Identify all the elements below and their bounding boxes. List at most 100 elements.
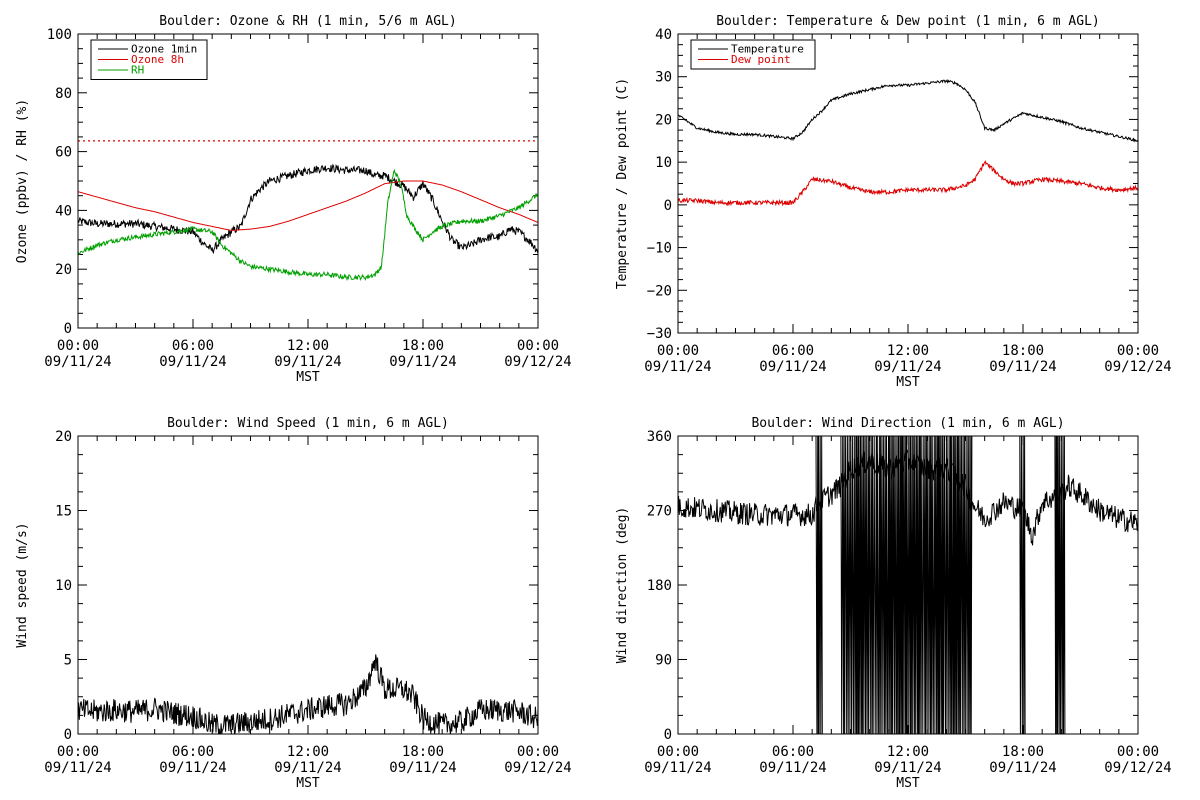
x-tick-date-label: 09/11/24 xyxy=(989,760,1056,776)
x-tick-date-label: 09/12/24 xyxy=(504,760,571,776)
y-tick-label: 0 xyxy=(664,727,672,743)
plot-frame xyxy=(77,435,539,735)
x-tick-time-label: 06:00 xyxy=(772,744,814,760)
x-tick-time-label: 18:00 xyxy=(402,744,444,760)
plot-frame xyxy=(677,33,1139,334)
y-tick-label: 20 xyxy=(655,112,672,128)
y-tick-label: −10 xyxy=(647,241,672,257)
x-axis-label: MST xyxy=(296,370,320,385)
y-tick-label: 60 xyxy=(55,145,72,161)
x-tick-time-label: 00:00 xyxy=(517,744,559,760)
y-tick-label: 360 xyxy=(647,429,672,445)
x-tick-time-label: 00:00 xyxy=(657,343,699,359)
x-tick-time-label: 00:00 xyxy=(657,744,699,760)
series-line-rh xyxy=(78,168,538,282)
x-tick-time-label: 00:00 xyxy=(57,338,99,354)
y-tick-label: 180 xyxy=(647,578,672,594)
x-tick-time-label: 00:00 xyxy=(57,744,99,760)
x-tick-date-label: 09/11/24 xyxy=(874,359,941,375)
y-tick-label: 0 xyxy=(64,321,72,337)
plot-frame xyxy=(77,33,539,329)
y-tick-label: 5 xyxy=(64,653,72,669)
wind-direction-wrap-segment xyxy=(1019,436,1026,734)
y-tick-label: −30 xyxy=(647,326,672,342)
y-tick-label: 20 xyxy=(55,429,72,445)
y-axis-label: Ozone (ppbv) / RH (%) xyxy=(15,99,30,263)
wind-direction-wrap-segment xyxy=(815,436,823,734)
chart-panel-3: Boulder: Wind Speed (1 min, 6 m AGL) Wind… xyxy=(15,416,572,791)
x-axis-label: MST xyxy=(296,776,320,791)
x-tick-time-label: 18:00 xyxy=(1002,744,1044,760)
x-tick-date-label: 09/11/24 xyxy=(644,359,711,375)
y-axis-label: Wind speed (m/s) xyxy=(15,522,30,647)
x-axis-label: MST xyxy=(896,776,920,791)
x-tick-time-label: 06:00 xyxy=(172,744,214,760)
legend-label: RH xyxy=(131,64,144,77)
y-tick-label: 20 xyxy=(55,262,72,278)
legend-box xyxy=(690,39,816,70)
x-axis-label: MST xyxy=(896,375,920,390)
x-tick-date-label: 09/11/24 xyxy=(274,760,341,776)
series-line-dew-point xyxy=(678,160,1138,207)
y-tick-label: 10 xyxy=(55,578,72,594)
x-tick-date-label: 09/11/24 xyxy=(759,760,826,776)
y-tick-label: 0 xyxy=(64,727,72,743)
x-tick-time-label: 18:00 xyxy=(1002,343,1044,359)
legend-label: Ozone 8h xyxy=(131,53,184,66)
chart-title: Boulder: Wind Speed (1 min, 6 m AGL) xyxy=(167,416,449,431)
x-tick-time-label: 12:00 xyxy=(887,744,929,760)
series-line-temperature xyxy=(678,78,1138,143)
chart-title: Boulder: Wind Direction (1 min, 6 m AGL) xyxy=(751,416,1064,431)
plot-frame xyxy=(677,435,1139,735)
legend-label: Ozone 1min xyxy=(131,43,197,56)
x-tick-date-label: 09/11/24 xyxy=(759,359,826,375)
y-axis-label: Wind direction (deg) xyxy=(615,507,630,664)
y-tick-label: 30 xyxy=(655,70,672,86)
x-tick-date-label: 09/11/24 xyxy=(989,359,1056,375)
series-line-ozone-1min xyxy=(78,163,538,255)
x-tick-date-label: 09/11/24 xyxy=(159,760,226,776)
x-tick-date-label: 09/11/24 xyxy=(644,760,711,776)
x-tick-date-label: 09/11/24 xyxy=(274,354,341,370)
x-tick-time-label: 12:00 xyxy=(887,343,929,359)
chart-panel-4: Boulder: Wind Direction (1 min, 6 m AGL)… xyxy=(615,416,1172,791)
wind-direction-wrap-segment xyxy=(840,436,973,734)
series-line-data xyxy=(78,654,538,734)
x-tick-date-label: 09/11/24 xyxy=(44,354,111,370)
legend-label: Dew point xyxy=(731,53,791,66)
y-tick-label: 40 xyxy=(655,27,672,43)
y-tick-label: −20 xyxy=(647,283,672,299)
x-tick-time-label: 18:00 xyxy=(402,338,444,354)
y-tick-label: 0 xyxy=(664,198,672,214)
x-tick-time-label: 06:00 xyxy=(772,343,814,359)
x-tick-time-label: 12:00 xyxy=(287,338,329,354)
chart-panel-1: Boulder: Ozone & RH (1 min, 5/6 m AGL) Oz… xyxy=(15,14,572,385)
y-tick-label: 80 xyxy=(55,86,72,102)
series-line-data xyxy=(678,448,1138,546)
x-tick-date-label: 09/11/24 xyxy=(874,760,941,776)
y-tick-label: 40 xyxy=(55,203,72,219)
chart-panel-2: Boulder: Temperature & Dew point (1 min,… xyxy=(615,14,1172,390)
x-tick-time-label: 06:00 xyxy=(172,338,214,354)
legend-label: Temperature xyxy=(731,43,804,56)
x-tick-date-label: 09/12/24 xyxy=(1104,760,1171,776)
x-tick-date-label: 09/12/24 xyxy=(504,354,571,370)
y-tick-label: 90 xyxy=(655,653,672,669)
series-line-ozone-8h xyxy=(78,180,538,231)
wind-direction-wrap-segment xyxy=(1054,436,1066,734)
x-tick-date-label: 09/11/24 xyxy=(389,354,456,370)
x-tick-date-label: 09/11/24 xyxy=(159,354,226,370)
y-tick-label: 270 xyxy=(647,504,672,520)
x-tick-time-label: 00:00 xyxy=(517,338,559,354)
x-tick-date-label: 09/12/24 xyxy=(1104,359,1171,375)
y-tick-label: 15 xyxy=(55,504,72,520)
x-tick-date-label: 09/11/24 xyxy=(389,760,456,776)
y-tick-label: 10 xyxy=(655,155,672,171)
y-tick-label: 100 xyxy=(47,27,72,43)
x-tick-time-label: 00:00 xyxy=(1117,343,1159,359)
chart-title: Boulder: Temperature & Dew point (1 min,… xyxy=(716,14,1100,29)
x-tick-time-label: 00:00 xyxy=(1117,744,1159,760)
